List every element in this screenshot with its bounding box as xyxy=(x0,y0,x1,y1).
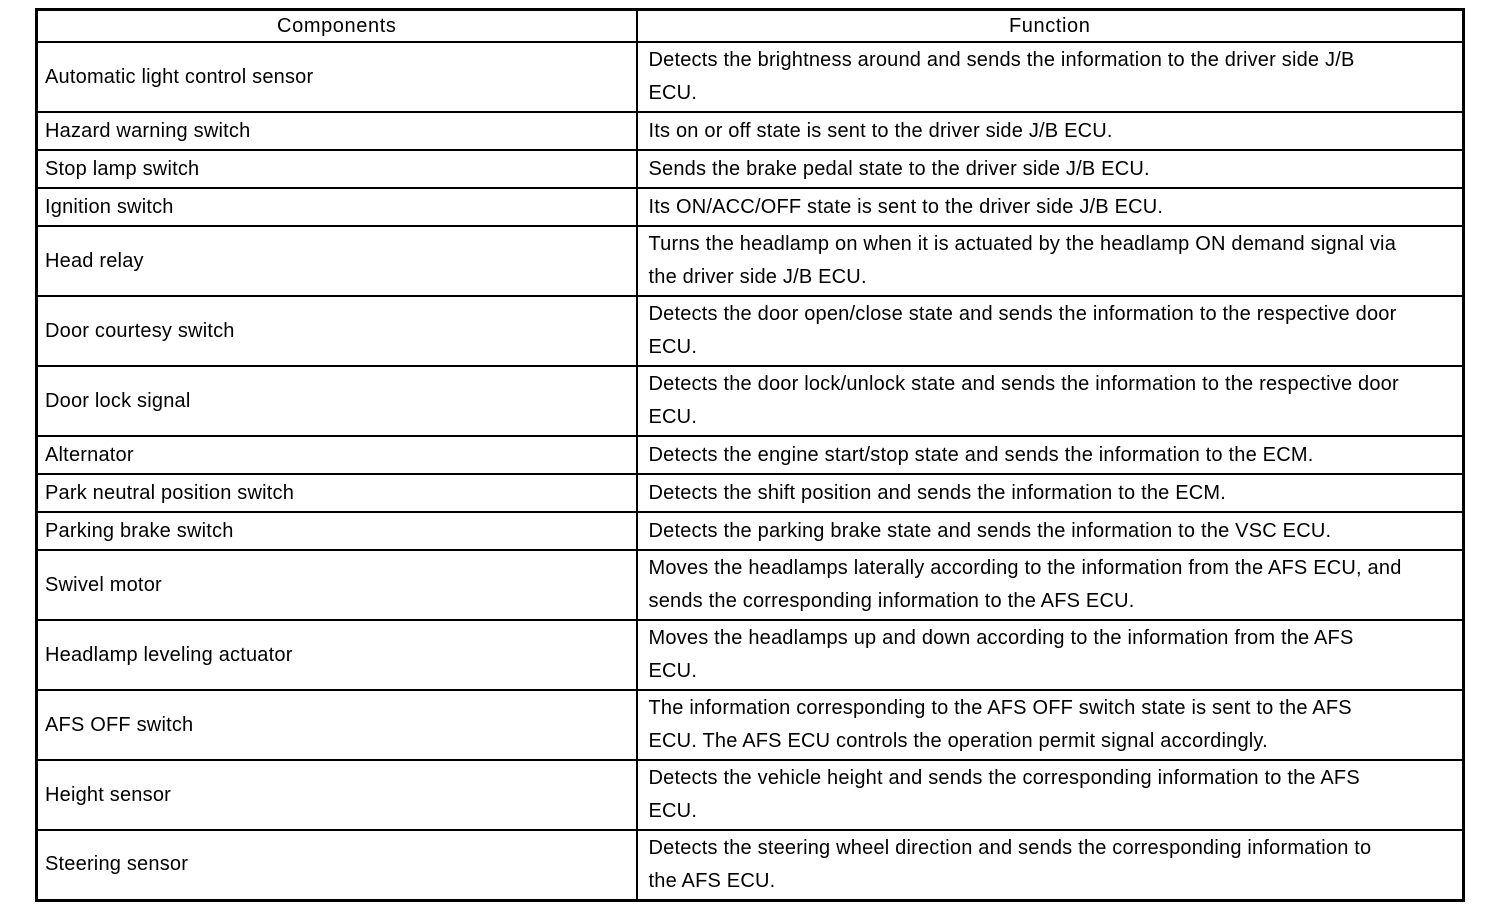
table-row: Swivel motor Moves the headlamps lateral… xyxy=(35,549,1465,621)
table-row: Door courtesy switch Detects the door op… xyxy=(35,295,1465,367)
function-cell: Detects the brightness around and sends … xyxy=(635,41,1465,113)
table-row: Stop lamp switch Sends the brake pedal s… xyxy=(35,149,1465,189)
component-cell: Park neutral position switch xyxy=(35,473,638,513)
components-function-table: Components Function Automatic light cont… xyxy=(35,8,1465,902)
function-cell: Turns the headlamp on when it is actuate… xyxy=(635,225,1465,297)
table-body: Automatic light control sensor Detects t… xyxy=(35,41,1465,901)
component-cell: Automatic light control sensor xyxy=(35,41,638,113)
function-cell: Moves the headlamps laterally according … xyxy=(635,549,1465,621)
component-cell: Stop lamp switch xyxy=(35,149,638,189)
component-cell: Alternator xyxy=(35,435,638,475)
component-cell: AFS OFF switch xyxy=(35,689,638,761)
function-cell: Detects the door open/close state and se… xyxy=(635,295,1465,367)
component-cell: Hazard warning switch xyxy=(35,111,638,151)
function-cell: Moves the headlamps up and down accordin… xyxy=(635,619,1465,691)
table-row: Hazard warning switch Its on or off stat… xyxy=(35,111,1465,151)
table-row: Alternator Detects the engine start/stop… xyxy=(35,435,1465,475)
function-cell: Detects the engine start/stop state and … xyxy=(635,435,1465,475)
function-cell: Its ON/ACC/OFF state is sent to the driv… xyxy=(635,187,1465,227)
component-cell: Swivel motor xyxy=(35,549,638,621)
function-cell: Detects the shift position and sends the… xyxy=(635,473,1465,513)
function-cell: Detects the steering wheel direction and… xyxy=(635,829,1465,901)
function-cell: Sends the brake pedal state to the drive… xyxy=(635,149,1465,189)
table-row: Headlamp leveling actuator Moves the hea… xyxy=(35,619,1465,691)
table-row: Ignition switch Its ON/ACC/OFF state is … xyxy=(35,187,1465,227)
table-row: Door lock signal Detects the door lock/u… xyxy=(35,365,1465,437)
table-row: AFS OFF switch The information correspon… xyxy=(35,689,1465,761)
function-column-header: Function xyxy=(635,8,1465,43)
component-cell: Door courtesy switch xyxy=(35,295,638,367)
table-row: Head relay Turns the headlamp on when it… xyxy=(35,225,1465,297)
component-cell: Height sensor xyxy=(35,759,638,831)
function-cell: Detects the parking brake state and send… xyxy=(635,511,1465,551)
table-row: Steering sensor Detects the steering whe… xyxy=(35,829,1465,901)
table-row: Automatic light control sensor Detects t… xyxy=(35,41,1465,113)
function-cell: Detects the door lock/unlock state and s… xyxy=(635,365,1465,437)
components-column-header: Components xyxy=(35,8,638,43)
component-cell: Parking brake switch xyxy=(35,511,638,551)
component-cell: Head relay xyxy=(35,225,638,297)
component-cell: Ignition switch xyxy=(35,187,638,227)
component-cell: Steering sensor xyxy=(35,829,638,901)
function-cell: Detects the vehicle height and sends the… xyxy=(635,759,1465,831)
table-row: Parking brake switch Detects the parking… xyxy=(35,511,1465,551)
table-row: Height sensor Detects the vehicle height… xyxy=(35,759,1465,831)
component-cell: Headlamp leveling actuator xyxy=(35,619,638,691)
table-row: Park neutral position switch Detects the… xyxy=(35,473,1465,513)
table-header-row: Components Function xyxy=(35,8,1465,43)
function-cell: Its on or off state is sent to the drive… xyxy=(635,111,1465,151)
function-cell: The information corresponding to the AFS… xyxy=(635,689,1465,761)
component-cell: Door lock signal xyxy=(35,365,638,437)
